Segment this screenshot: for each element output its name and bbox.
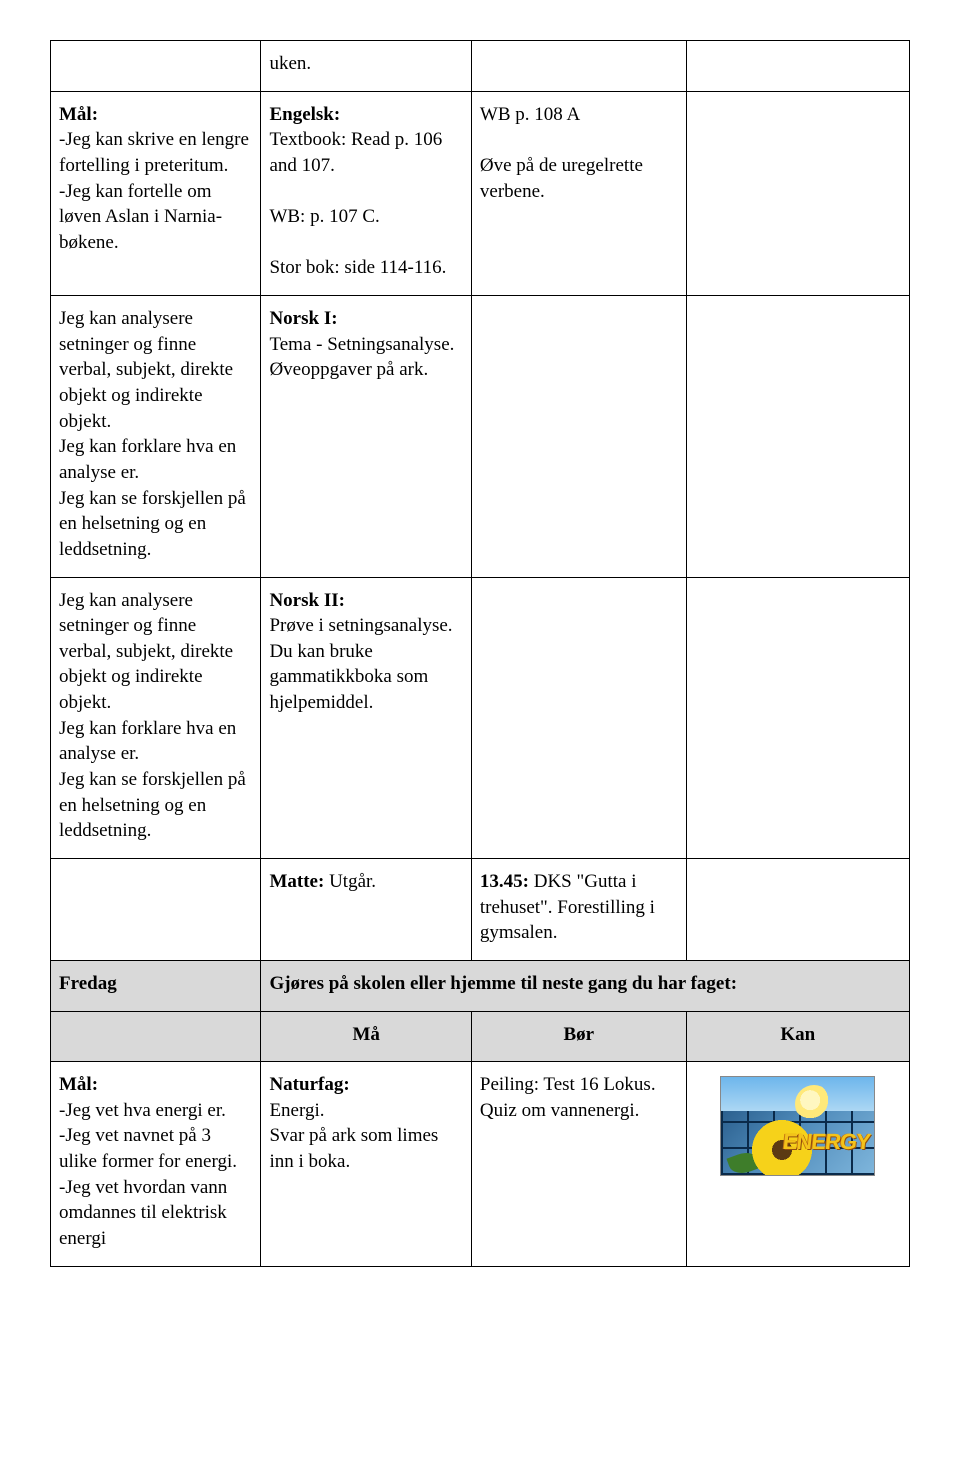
cell [51,858,261,960]
table-row: Matte: Utgår. 13.45: DKS "Gutta i trehus… [51,858,910,960]
cell-task: Norsk II:Prøve i setningsanalyse.Du kan … [261,577,471,858]
col-header-should: Bør [471,1011,686,1062]
cell-task: Matte: Utgår. [261,858,471,960]
cell-task: Engelsk:Textbook: Read p. 106 and 107.WB… [261,91,471,295]
cell [686,91,909,295]
cell: Peiling: Test 16 Lokus. Quiz om vannener… [471,1062,686,1266]
cell [686,577,909,858]
cell [471,41,686,92]
cell [51,1011,261,1062]
table-row: uken. [51,41,910,92]
day-header-row: Fredag Gjøres på skolen eller hjemme til… [51,960,910,1011]
table-row: Mål:-Jeg vet hva energi er.-Jeg vet navn… [51,1062,910,1266]
col-header-must: Må [261,1011,471,1062]
table-row: Jeg kan analysere setninger og finne ver… [51,577,910,858]
cell-task: Norsk I:Tema - Setningsanalyse.Øveoppgav… [261,296,471,577]
cell: 13.45: DKS "Gutta i trehuset". Forestill… [471,858,686,960]
cell [686,41,909,92]
cell [686,296,909,577]
table-row: Jeg kan analysere setninger og finne ver… [51,296,910,577]
cell-goal: Jeg kan analysere setninger og finne ver… [51,577,261,858]
cell-goal: Jeg kan analysere setninger og finne ver… [51,296,261,577]
col-header-can: Kan [686,1011,909,1062]
cell-goal: Mål:-Jeg vet hva energi er.-Jeg vet navn… [51,1062,261,1266]
cell-task: Naturfag:Energi.Svar på ark som limes in… [261,1062,471,1266]
cell [471,577,686,858]
energy-image: ENERGY [720,1076,875,1176]
day-instruction: Gjøres på skolen eller hjemme til neste … [261,960,910,1011]
cell: WB p. 108 AØve på de uregelrette verbene… [471,91,686,295]
cell-image: ENERGY [686,1062,909,1266]
cell-goal: Mål:-Jeg kan skrive en lengre fortelling… [51,91,261,295]
day-name: Fredag [51,960,261,1011]
week-plan-table: uken. Mål:-Jeg kan skrive en lengre fort… [50,40,910,1267]
column-headers-row: Må Bør Kan [51,1011,910,1062]
cell [51,41,261,92]
cell: uken. [261,41,471,92]
cell [686,858,909,960]
table-row: Mål:-Jeg kan skrive en lengre fortelling… [51,91,910,295]
cell [471,296,686,577]
